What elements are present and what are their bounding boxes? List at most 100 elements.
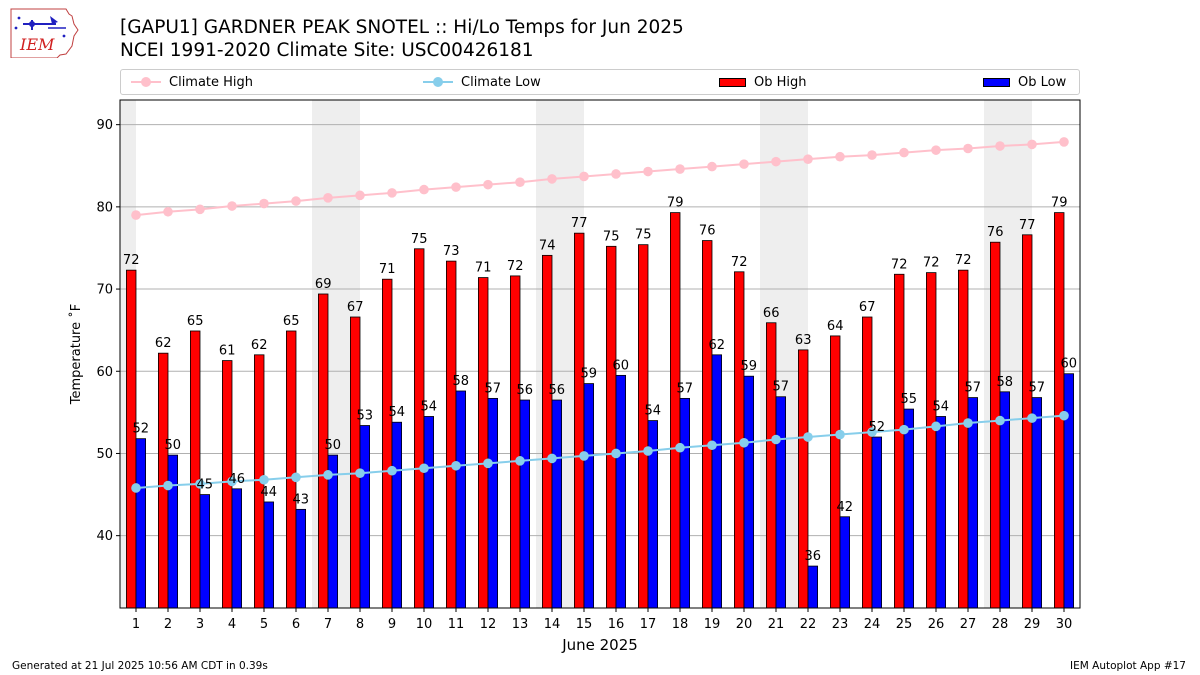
climate-high-point [643,166,653,177]
legend-swatch-climate-high [131,77,161,87]
ob-low-bar [1031,397,1043,609]
ob-low-bar [551,399,563,609]
ob-low-bar [839,516,851,609]
ob-high-value-label: 79 [667,196,684,211]
legend-label-ob-high: Ob High [754,74,807,90]
x-tick-label: 19 [704,617,721,632]
ob-high-value-label: 72 [923,256,940,271]
ob-high-bar [670,212,681,609]
ob-low-bar [1063,373,1075,609]
ob-low-value-label: 62 [709,338,726,353]
climate-low-point [387,465,397,476]
climate-high-point [227,201,237,211]
ob-high-value-label: 69 [315,277,332,292]
ob-low-value-label: 50 [165,438,182,453]
climate-high-point [387,188,397,198]
ob-high-value-label: 71 [475,261,492,276]
ob-low-bar [679,397,691,609]
ob-low-bar [935,416,947,609]
legend-item-climate-low: Climate Low [423,70,541,94]
plot-frame [119,99,1081,609]
app-credit: IEM Autoplot App #17 [1070,660,1186,672]
ob-low-bar [743,375,755,609]
climate-low-point [867,427,877,437]
ob-low-value-label: 57 [485,381,502,396]
climate-low-point [803,432,813,442]
climate-low-point [963,418,973,428]
ob-high-bar [477,277,489,609]
climate-low-point [131,483,141,493]
climate-low-point [163,480,173,491]
ob-high-bar [349,316,361,609]
ob-high-value-label: 76 [987,225,1004,240]
climate-high-point [323,193,333,203]
ob-high-bar [509,275,521,609]
climate-low-point [451,460,461,471]
ob-high-bar [638,244,649,609]
climate-high-point [1027,139,1037,150]
climate-low-point [643,446,653,456]
y-tick-label: 80 [96,200,113,215]
climate-high-point [515,177,525,188]
ob-low-value-label: 57 [1029,381,1046,396]
climate-low-point [515,456,525,466]
ob-low-bar [263,501,275,609]
ob-low-bar [391,421,403,609]
x-tick-label: 15 [576,617,593,632]
ob-high-bar [542,254,553,609]
x-tick-label: 11 [448,617,465,632]
x-tick-label: 30 [1056,617,1073,632]
legend-item-ob-low: Ob Low [983,70,1066,94]
ob-high-bar [157,352,169,609]
y-tick-label: 40 [96,529,113,544]
climate-high-point [163,206,173,217]
x-tick-label: 24 [864,617,881,632]
x-tick-label: 10 [416,617,433,632]
x-tick-label: 4 [228,617,236,632]
ob-low-bar [967,397,979,609]
ob-low-value-label: 59 [581,367,598,382]
ob-low-bar [711,354,723,609]
ob-high-value-label: 72 [507,259,524,274]
ob-high-bar [285,330,297,609]
climate-high-point [963,143,973,154]
climate-high-point [675,164,685,174]
ob-low-value-label: 57 [677,381,694,396]
ob-high-value-label: 75 [635,228,652,243]
x-tick-label: 16 [608,617,625,632]
ob-low-bar [775,396,787,609]
bar-value-labels: 72 62 65 61 62 65 69 67 71 75 73 71 72 74 77 75 75 79 76 72… [123,196,1077,564]
ob-low-value-label: 54 [933,399,950,414]
ob-high-value-label: 65 [283,314,300,329]
ob-high-value-label: 67 [347,300,364,315]
climate-high-point [995,141,1005,151]
x-tick-label: 21 [768,617,785,632]
chart-title: [GAPU1] GARDNER PEAK SNOTEL :: Hi/Lo Tem… [120,17,684,38]
ob-low-value-label: 44 [261,485,278,500]
x-tick-label: 17 [640,617,657,632]
ob-high-value-label: 72 [955,253,972,268]
x-tick-label: 13 [512,617,529,632]
ob-high-bar [958,269,969,609]
legend-swatch-ob-low [983,77,1010,87]
x-tick-label: 5 [260,617,268,632]
legend-item-ob-high: Ob High [719,70,807,94]
climate-high-point [835,151,845,162]
climate-high-point [291,196,301,206]
ob-low-value-label: 43 [293,492,310,507]
y-axis-label: Temperature ˚F [68,304,84,405]
climate-high-point [355,190,365,201]
ob-low-value-label: 46 [229,472,246,487]
climate-low-point [227,476,237,487]
x-tick-label: 7 [324,617,332,632]
ob-low-bar [423,416,435,609]
ob-high-value-label: 75 [603,229,620,244]
ob-low-value-label: 52 [869,420,886,435]
climate-high-point [931,145,941,155]
y-tick-label: 50 [96,447,113,462]
ob-high-value-label: 61 [219,344,236,359]
legend-label-climate-low: Climate Low [461,74,541,90]
ob-low-bar [903,408,915,609]
x-tick-label: 14 [544,617,561,632]
climate-low-point [931,421,941,432]
